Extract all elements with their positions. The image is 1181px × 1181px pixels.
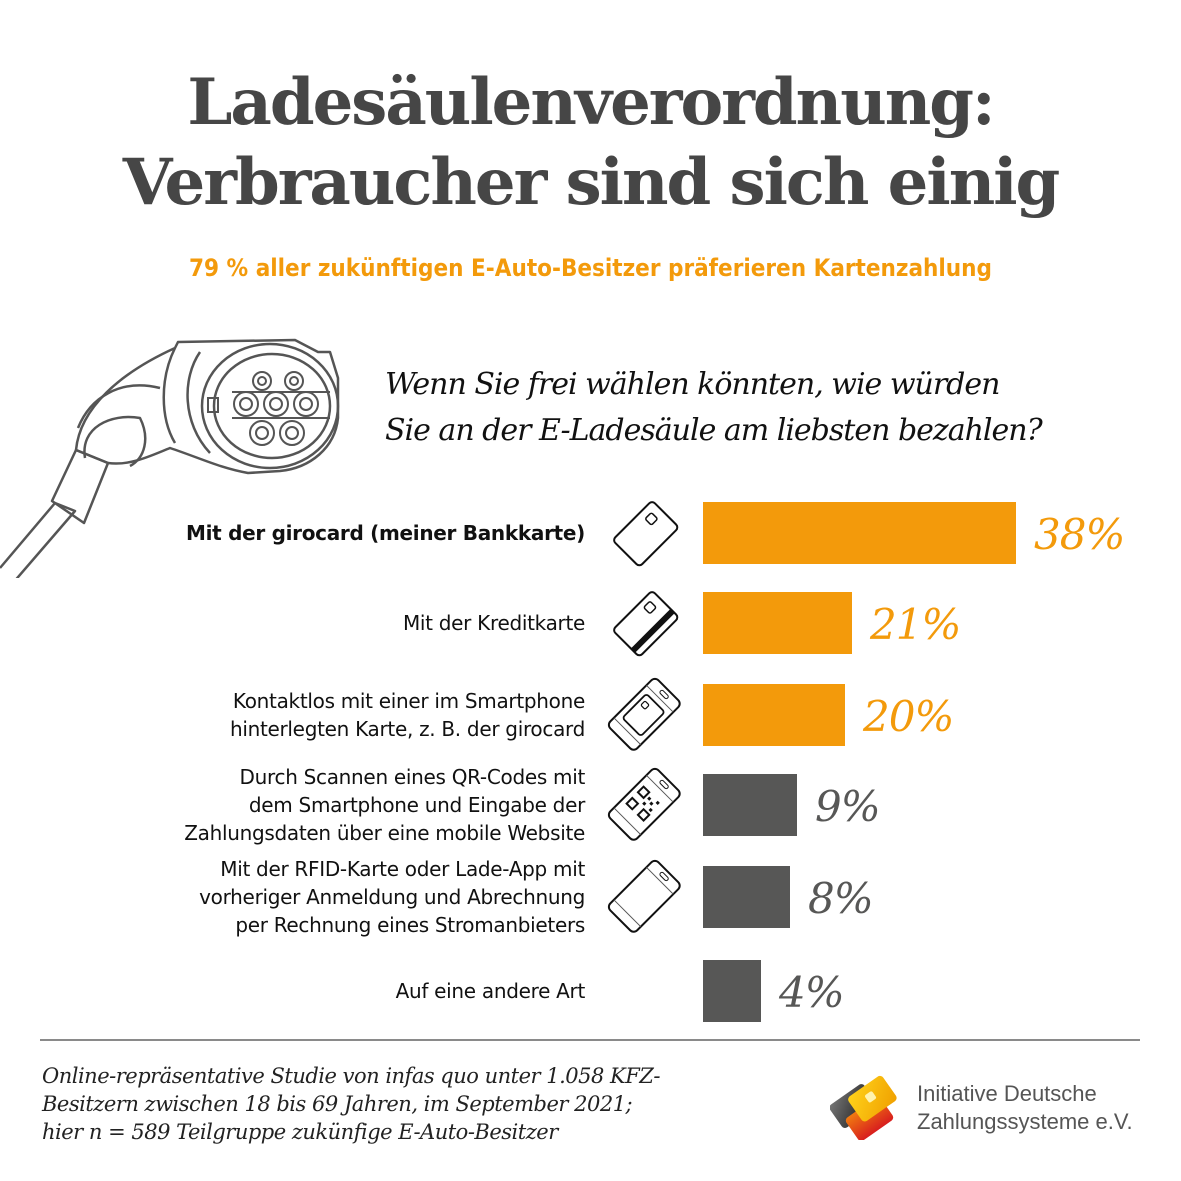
value-label: 38% [1034, 510, 1125, 559]
title-line-1: Ladesäulenverordnung: [187, 65, 995, 140]
smartphone-card-icon [607, 677, 681, 751]
category-label-line: per Rechnung eines Stromanbieters [235, 913, 585, 937]
subtitle: 79 % aller zukünftigen E-Auto-Besitzer p… [189, 254, 992, 282]
value-label: 8% [808, 874, 874, 923]
bar [703, 592, 852, 654]
value-label: 20% [863, 692, 954, 741]
category-label-line: Kontaktlos mit einer im Smartphone [232, 689, 585, 713]
logo-text: Initiative Deutsche Zahlungssysteme e.V. [917, 1080, 1133, 1136]
bar [703, 960, 761, 1022]
category-label: Mit der RFID-Karte oder Lade-App mit vorh… [199, 855, 585, 939]
category-label-line: dem Smartphone und Eingabe der [248, 793, 585, 817]
category-label: Mit der Kreditkarte [403, 609, 585, 637]
value-label: 9% [815, 782, 881, 831]
footnote-line-3: hier n = 589 Teilgruppe zukünfige E-Auto… [42, 1120, 558, 1144]
category-label-line: Mit der RFID-Karte oder Lade-App mit [220, 857, 585, 881]
category-label-line: Mit der Kreditkarte [402, 611, 585, 635]
survey-question: Wenn Sie frei wählen könnten, wie würden… [385, 362, 1043, 454]
category-label-line: vorheriger Anmeldung und Abrechnung [199, 885, 585, 909]
category-label: Auf eine andere Art [395, 977, 586, 1005]
category-label-line: Durch Scannen eines QR-Codes mit [239, 765, 586, 789]
title-line-2: Verbraucher sind sich einig [122, 145, 1061, 220]
footnote: Online-repräsentative Studie von infas q… [42, 1062, 660, 1146]
smartphone-icon [607, 859, 681, 933]
category-label: Mit der girocard (meiner Bankkarte) [186, 519, 585, 547]
value-label: 4% [779, 968, 845, 1017]
footnote-line-1: Online-repräsentative Studie von infas q… [42, 1064, 660, 1088]
credit-card-icon [613, 591, 679, 657]
bar [703, 684, 845, 746]
bar [703, 774, 797, 836]
category-label-line: Zahlungsdaten über eine mobile Website [184, 821, 585, 845]
footnote-line-2: Besitzern zwischen 18 bis 69 Jahren, im … [42, 1092, 633, 1116]
category-label-line: hinterlegten Karte, z. B. der girocard [229, 717, 585, 741]
logo-line-2: Zahlungssysteme e.V. [917, 1109, 1133, 1134]
logo-line-1: Initiative Deutsche [917, 1081, 1097, 1106]
value-label: 21% [870, 600, 961, 649]
charging-plug-icon [0, 338, 340, 578]
divider [40, 1039, 1140, 1041]
bank-card-icon [613, 501, 679, 567]
question-line-1: Wenn Sie frei wählen könnten, wie würden [385, 367, 1000, 402]
bar [703, 866, 790, 928]
category-label: Kontaktlos mit einer im Smartphone hinter… [230, 687, 585, 743]
category-label-line: Auf eine andere Art [395, 979, 586, 1003]
category-label-line: Mit der girocard (meiner Bankkarte) [186, 521, 585, 545]
question-line-2: Sie an der E-Ladesäule am liebsten bezah… [385, 413, 1043, 448]
bar [703, 502, 1016, 564]
smartphone-qr-icon [607, 767, 681, 841]
logo-icon [830, 1075, 897, 1140]
category-label: Durch Scannen eines QR-Codes mit dem Smar… [184, 763, 585, 847]
